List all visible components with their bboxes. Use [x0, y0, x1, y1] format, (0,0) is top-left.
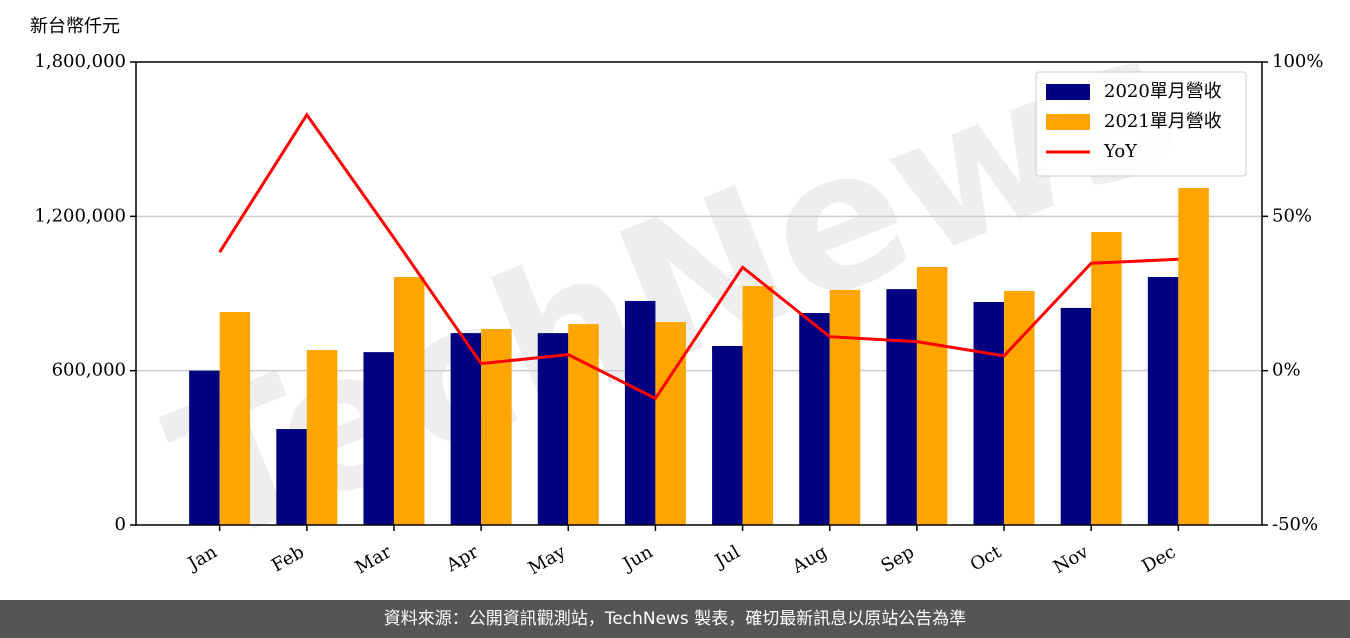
bar	[973, 301, 1005, 525]
bar	[829, 289, 861, 525]
legend-label: 2020單月營收	[1104, 81, 1222, 102]
bar	[1147, 277, 1179, 525]
x-tick-label: Sep	[877, 541, 917, 576]
y2-tick-label: 100%	[1272, 51, 1323, 72]
bar	[1178, 188, 1209, 526]
bar	[799, 313, 830, 525]
footer-bar	[0, 600, 1350, 638]
x-tick-label: Aug	[788, 541, 831, 578]
bar	[219, 312, 251, 525]
bar	[393, 277, 425, 525]
x-tick-label: Mar	[352, 541, 396, 578]
bar	[655, 322, 686, 525]
legend-swatch	[1046, 114, 1090, 130]
y-tick-label: 1,800,000	[34, 51, 126, 72]
x-tick-label: Jun	[618, 541, 657, 576]
x-tick-label: May	[525, 541, 570, 579]
x-tick-label: Jul	[710, 541, 744, 573]
footer: 資料來源：公開資訊觀測站，TechNews 製表，確切最新訊息以原站公告為準	[384, 609, 966, 629]
bar	[189, 370, 220, 525]
y-tick-label: 1,200,000	[34, 205, 126, 226]
y2-tick-label: 50%	[1272, 205, 1312, 226]
x-tick-label: Nov	[1050, 541, 1093, 578]
bar	[916, 267, 948, 525]
bar	[742, 286, 774, 525]
x-tick-label: Dec	[1138, 541, 1179, 577]
legend-label: 2021單月營收	[1104, 111, 1222, 132]
bar	[450, 333, 482, 525]
y2-tick-label: -50%	[1272, 514, 1318, 535]
y2-tick-label: 0%	[1272, 360, 1301, 381]
bar	[886, 289, 917, 525]
bar	[1004, 290, 1035, 525]
bar	[537, 333, 569, 525]
x-tick-label: Apr	[442, 541, 482, 576]
legend-label: YoY	[1103, 141, 1138, 162]
bar	[1091, 232, 1122, 525]
x-tick-label: Oct	[967, 541, 1006, 576]
y-tick-label: 0	[115, 514, 126, 535]
bar	[306, 350, 338, 525]
bar	[1060, 307, 1092, 525]
bar	[568, 324, 599, 525]
line	[218, 112, 1179, 401]
bar	[481, 328, 512, 525]
bar	[363, 352, 394, 525]
bar	[624, 300, 656, 525]
y-tick-label: 600,000	[52, 360, 126, 381]
bar	[276, 429, 307, 525]
y-axis-label: 新台幣仟元	[30, 16, 120, 37]
bar	[712, 345, 743, 525]
plot-frame	[135, 61, 1263, 526]
legend-swatch	[1046, 84, 1090, 100]
